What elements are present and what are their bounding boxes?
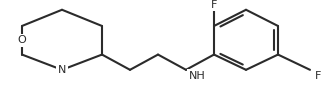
Text: F: F <box>315 71 321 81</box>
Text: N: N <box>58 65 66 75</box>
Text: NH: NH <box>189 71 205 81</box>
Text: F: F <box>211 0 217 10</box>
Text: O: O <box>18 35 26 45</box>
